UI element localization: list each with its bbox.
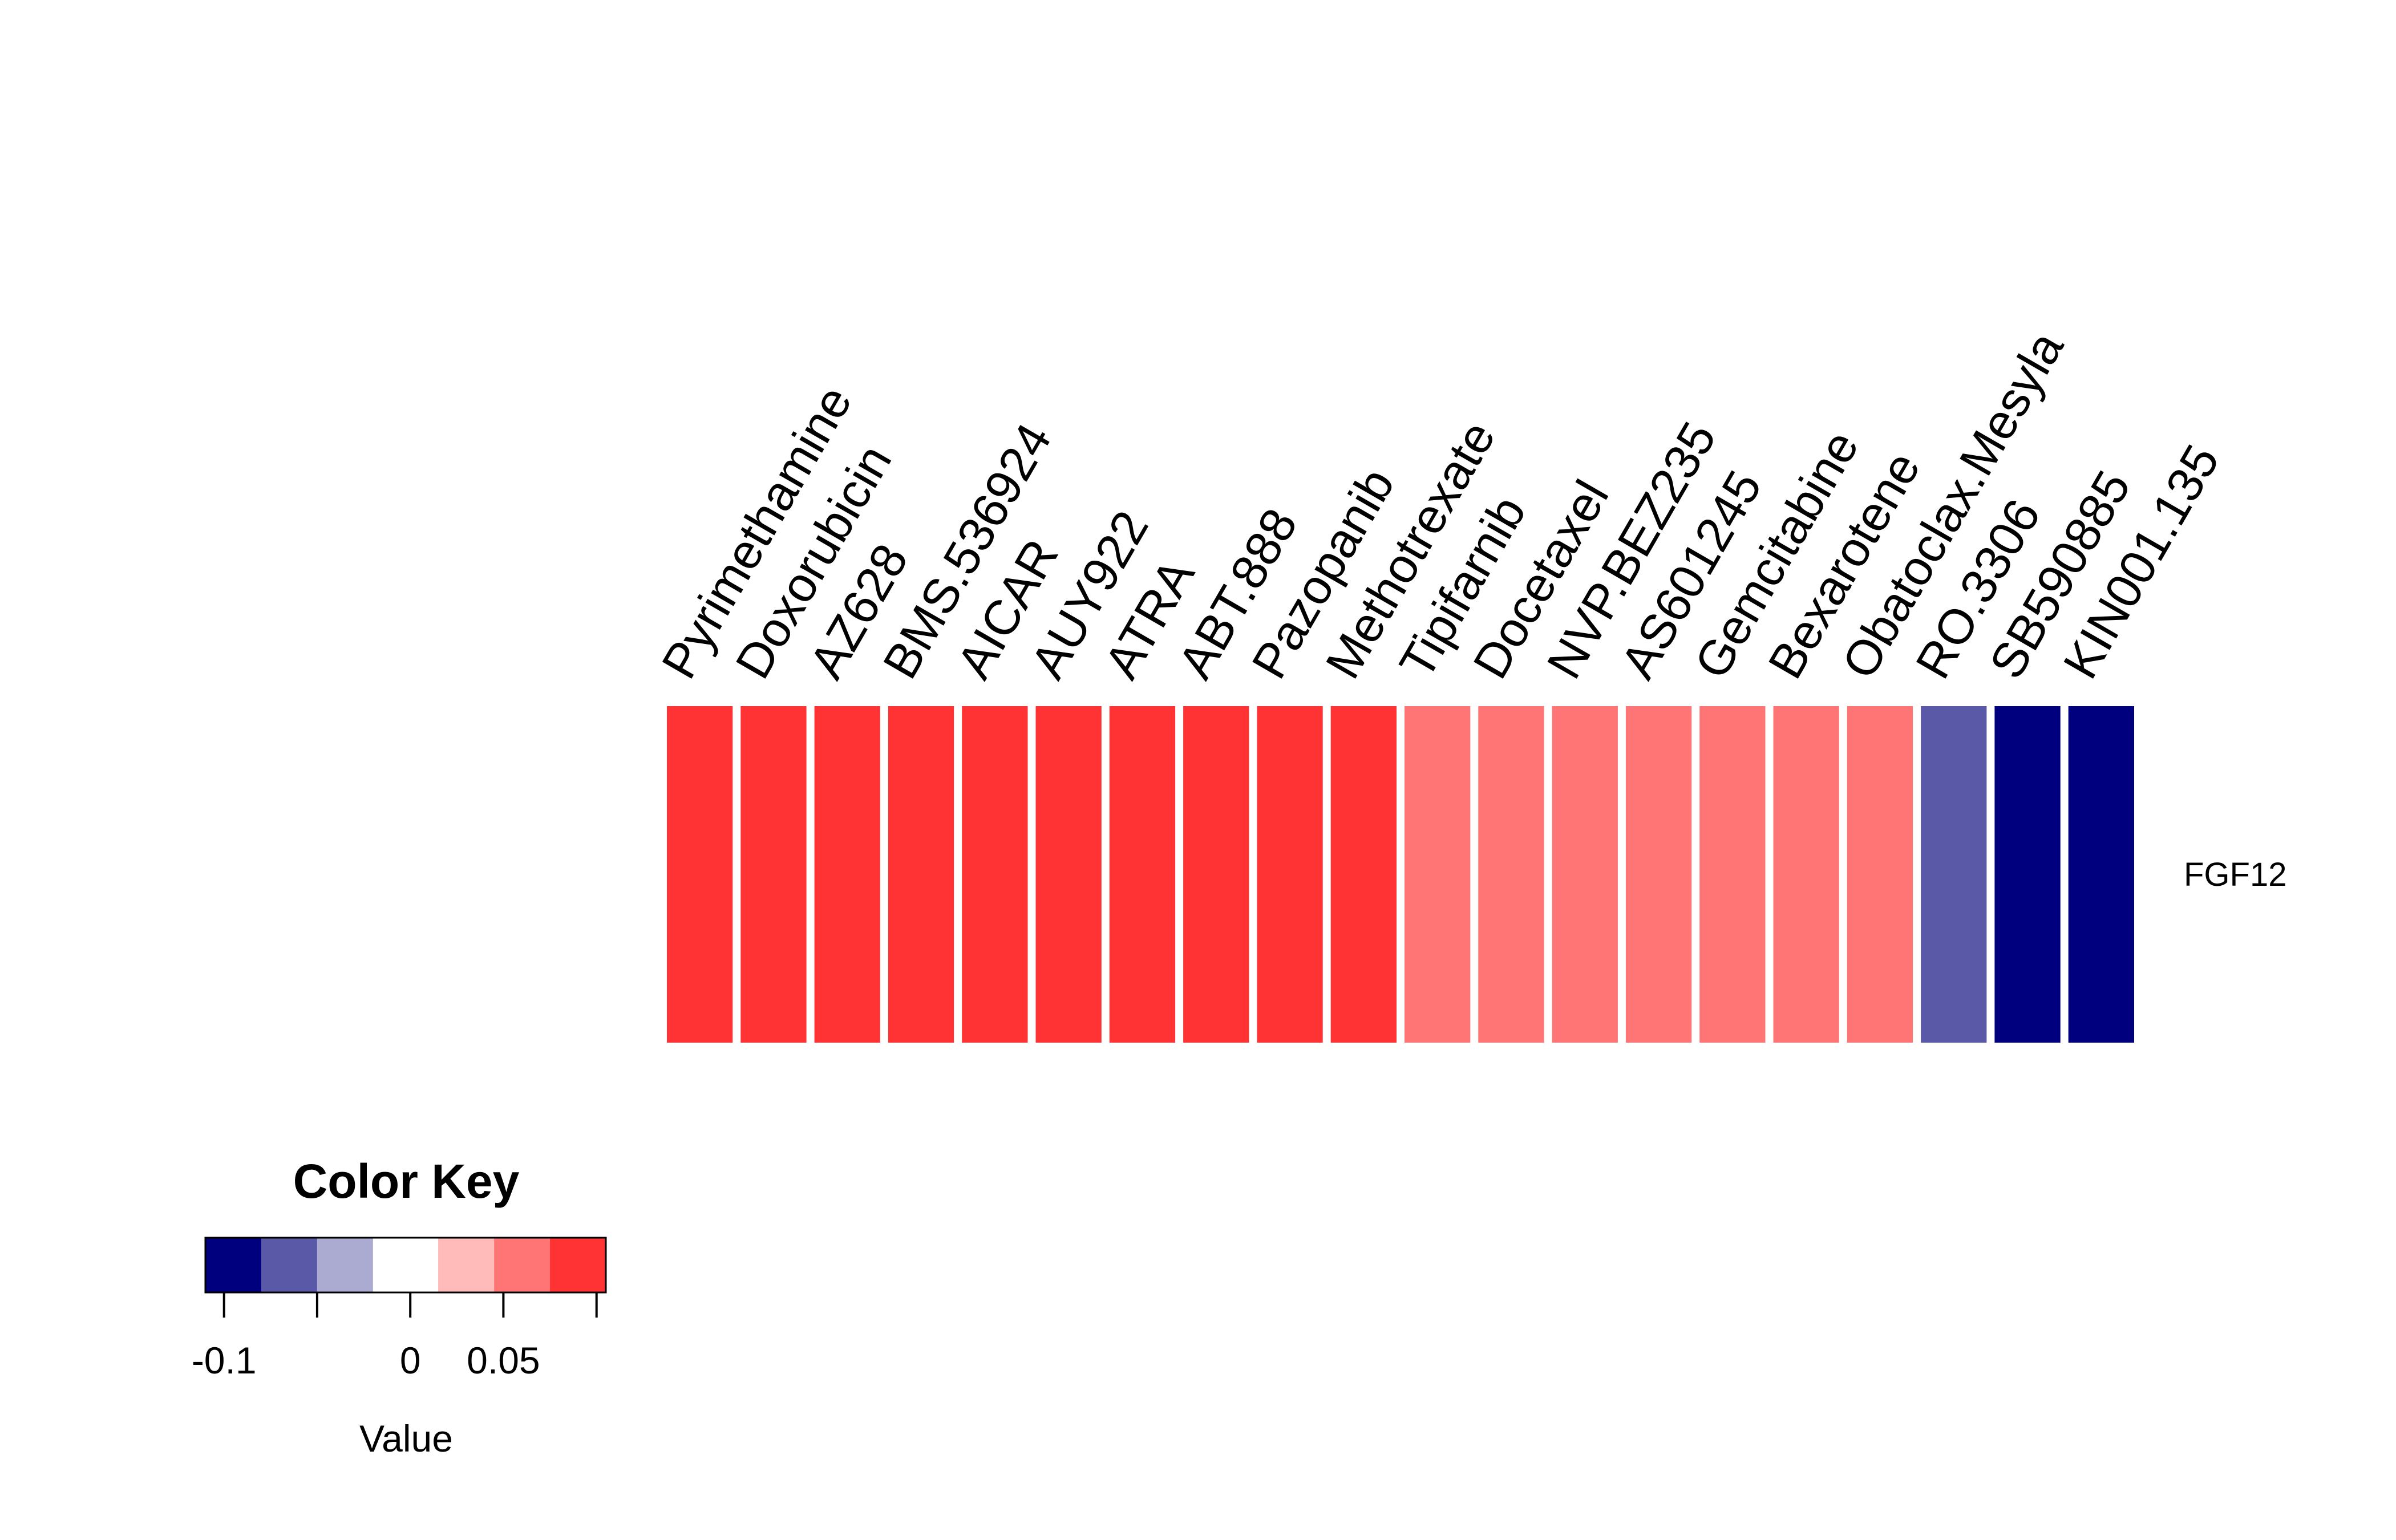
color-key-swatches xyxy=(205,1238,606,1292)
heatmap-cells xyxy=(667,706,2134,1043)
color-key-swatch xyxy=(317,1238,373,1292)
heatmap-cell xyxy=(1773,706,1839,1043)
row-labels: FGF12 xyxy=(2184,856,2287,893)
color-key-swatch xyxy=(373,1238,439,1292)
heatmap-cell xyxy=(2068,706,2134,1043)
heatmap-cell xyxy=(1109,706,1176,1043)
heatmap-cell xyxy=(814,706,880,1043)
color-key-border xyxy=(204,1237,607,1294)
color-key-swatch xyxy=(438,1238,495,1292)
heatmap-cell xyxy=(1035,706,1102,1043)
heatmap-cell xyxy=(1699,706,1766,1043)
color-key-swatch xyxy=(261,1238,317,1292)
heatmap-cell xyxy=(1921,706,1987,1043)
heatmap-cell xyxy=(740,706,807,1043)
color-key-swatch xyxy=(205,1238,261,1292)
color-key-tick-label: 0 xyxy=(400,1339,421,1381)
heatmap-cell xyxy=(1257,706,1323,1043)
heatmap-cell xyxy=(1183,706,1249,1043)
color-key-tick-label: 0.05 xyxy=(467,1339,540,1381)
heatmap-cell xyxy=(1847,706,1913,1043)
heatmap-cell xyxy=(1552,706,1618,1043)
row-label: FGF12 xyxy=(2184,856,2287,893)
color-key-title: Color Key xyxy=(293,1154,520,1208)
heatmap-cell xyxy=(1478,706,1544,1043)
heatmap-cell xyxy=(1405,706,1471,1043)
color-key-ticks: -0.1 0 0.05 xyxy=(192,1292,598,1381)
heatmap-cell xyxy=(1625,706,1692,1043)
heatmap-cell xyxy=(888,706,954,1043)
color-key-axis-label: Value xyxy=(359,1417,453,1460)
heatmap-cell xyxy=(1330,706,1397,1043)
color-key-tick-label: -0.1 xyxy=(192,1339,257,1381)
color-key-swatch xyxy=(494,1238,551,1292)
column-labels: PyrimethamineDoxorubicinAZ628BMS.536924A… xyxy=(651,322,2230,687)
color-key-swatch xyxy=(550,1238,606,1292)
heatmap-cell xyxy=(962,706,1028,1043)
heatmap-cell xyxy=(1994,706,2061,1043)
color-key: Color Key -0.1 0 0.05 Value xyxy=(192,1154,607,1460)
heatmap-cell xyxy=(667,706,733,1043)
